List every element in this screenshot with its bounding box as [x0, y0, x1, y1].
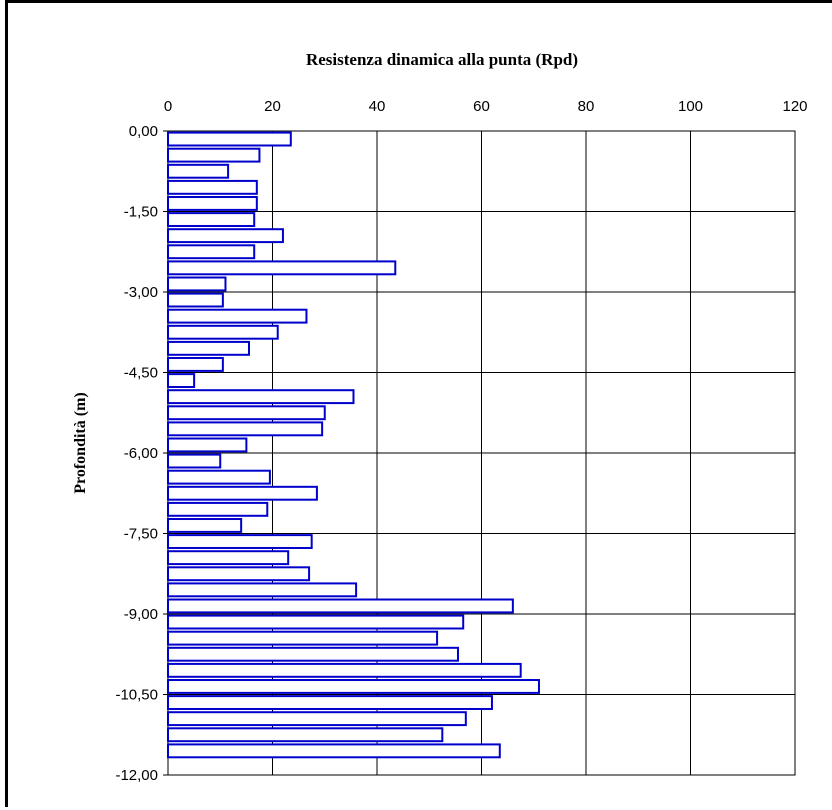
y-tick-label: -4,50 [124, 365, 158, 382]
chart-frame: Resistenza dinamica alla punta (Rpd) 0 20… [5, 0, 832, 807]
y-tick-label: -6,00 [124, 445, 158, 462]
x-tick-label: 80 [578, 98, 595, 115]
bar-28 [167, 582, 358, 598]
bar-6 [167, 228, 284, 244]
bar-26 [167, 550, 290, 566]
bar-31 [167, 630, 439, 646]
bar-23 [167, 501, 269, 517]
bar-9 [167, 276, 227, 292]
y-axis-label: Profondità (m) [72, 392, 89, 493]
y-tick-label: -3,00 [124, 284, 158, 301]
bar-11 [167, 308, 308, 324]
bar-27 [167, 566, 311, 582]
bar-25 [167, 534, 313, 549]
bar-24 [167, 518, 243, 533]
bar-20 [167, 453, 222, 469]
bar-13 [167, 340, 250, 356]
bar-17 [167, 405, 326, 421]
bar-5 [167, 212, 256, 227]
y-tick-label: -9,00 [124, 606, 158, 623]
x-tick-labels: 0 20 40 60 80 100 120 [164, 98, 808, 115]
bar-10 [167, 292, 224, 308]
bar-4 [167, 196, 258, 211]
bar-19 [167, 437, 248, 453]
bar-21 [167, 469, 271, 485]
resistance-chart: Resistenza dinamica alla punta (Rpd) 0 20… [72, 50, 808, 784]
bar-35 [167, 695, 493, 710]
bar-30 [167, 614, 465, 630]
bar-15 [167, 373, 196, 388]
y-tick-label: 0,00 [129, 123, 158, 140]
bar-12 [167, 324, 279, 340]
bar-22 [167, 485, 318, 501]
bar-18 [167, 421, 324, 437]
bar-33 [167, 662, 522, 678]
x-tick-label: 60 [473, 98, 490, 115]
bar-32 [167, 646, 459, 662]
chart-title: Resistenza dinamica alla punta (Rpd) [306, 50, 578, 69]
bar-38 [167, 743, 501, 759]
bar-36 [167, 711, 467, 727]
y-tick-label: -7,50 [124, 526, 158, 543]
bars-layer [167, 131, 540, 759]
bar-1 [167, 147, 261, 163]
y-tick-labels: 0,00 -1,50 -3,00 -4,50 -6,00 -7,50 -9,00 -10,50… [115, 123, 158, 784]
x-tick-label: 120 [782, 98, 807, 115]
bar-8 [167, 260, 397, 276]
x-tick-label: 20 [264, 98, 281, 115]
bar-3 [167, 179, 258, 195]
bar-2 [167, 163, 230, 179]
bar-34 [167, 679, 540, 694]
bar-14 [167, 357, 224, 372]
plot-border [167, 130, 796, 776]
bar-29 [167, 598, 514, 614]
grid-layer [163, 130, 796, 776]
bar-0 [167, 131, 292, 147]
x-tick-label: 100 [678, 98, 703, 115]
x-tick-label: 40 [369, 98, 386, 115]
x-tick-label: 0 [164, 98, 172, 115]
y-tick-label: -1,50 [124, 204, 158, 221]
y-tick-label: -12,00 [115, 767, 158, 784]
y-tick-label: -10,50 [115, 687, 158, 704]
bar-7 [167, 244, 256, 260]
bar-37 [167, 727, 444, 743]
bar-16 [167, 389, 355, 405]
